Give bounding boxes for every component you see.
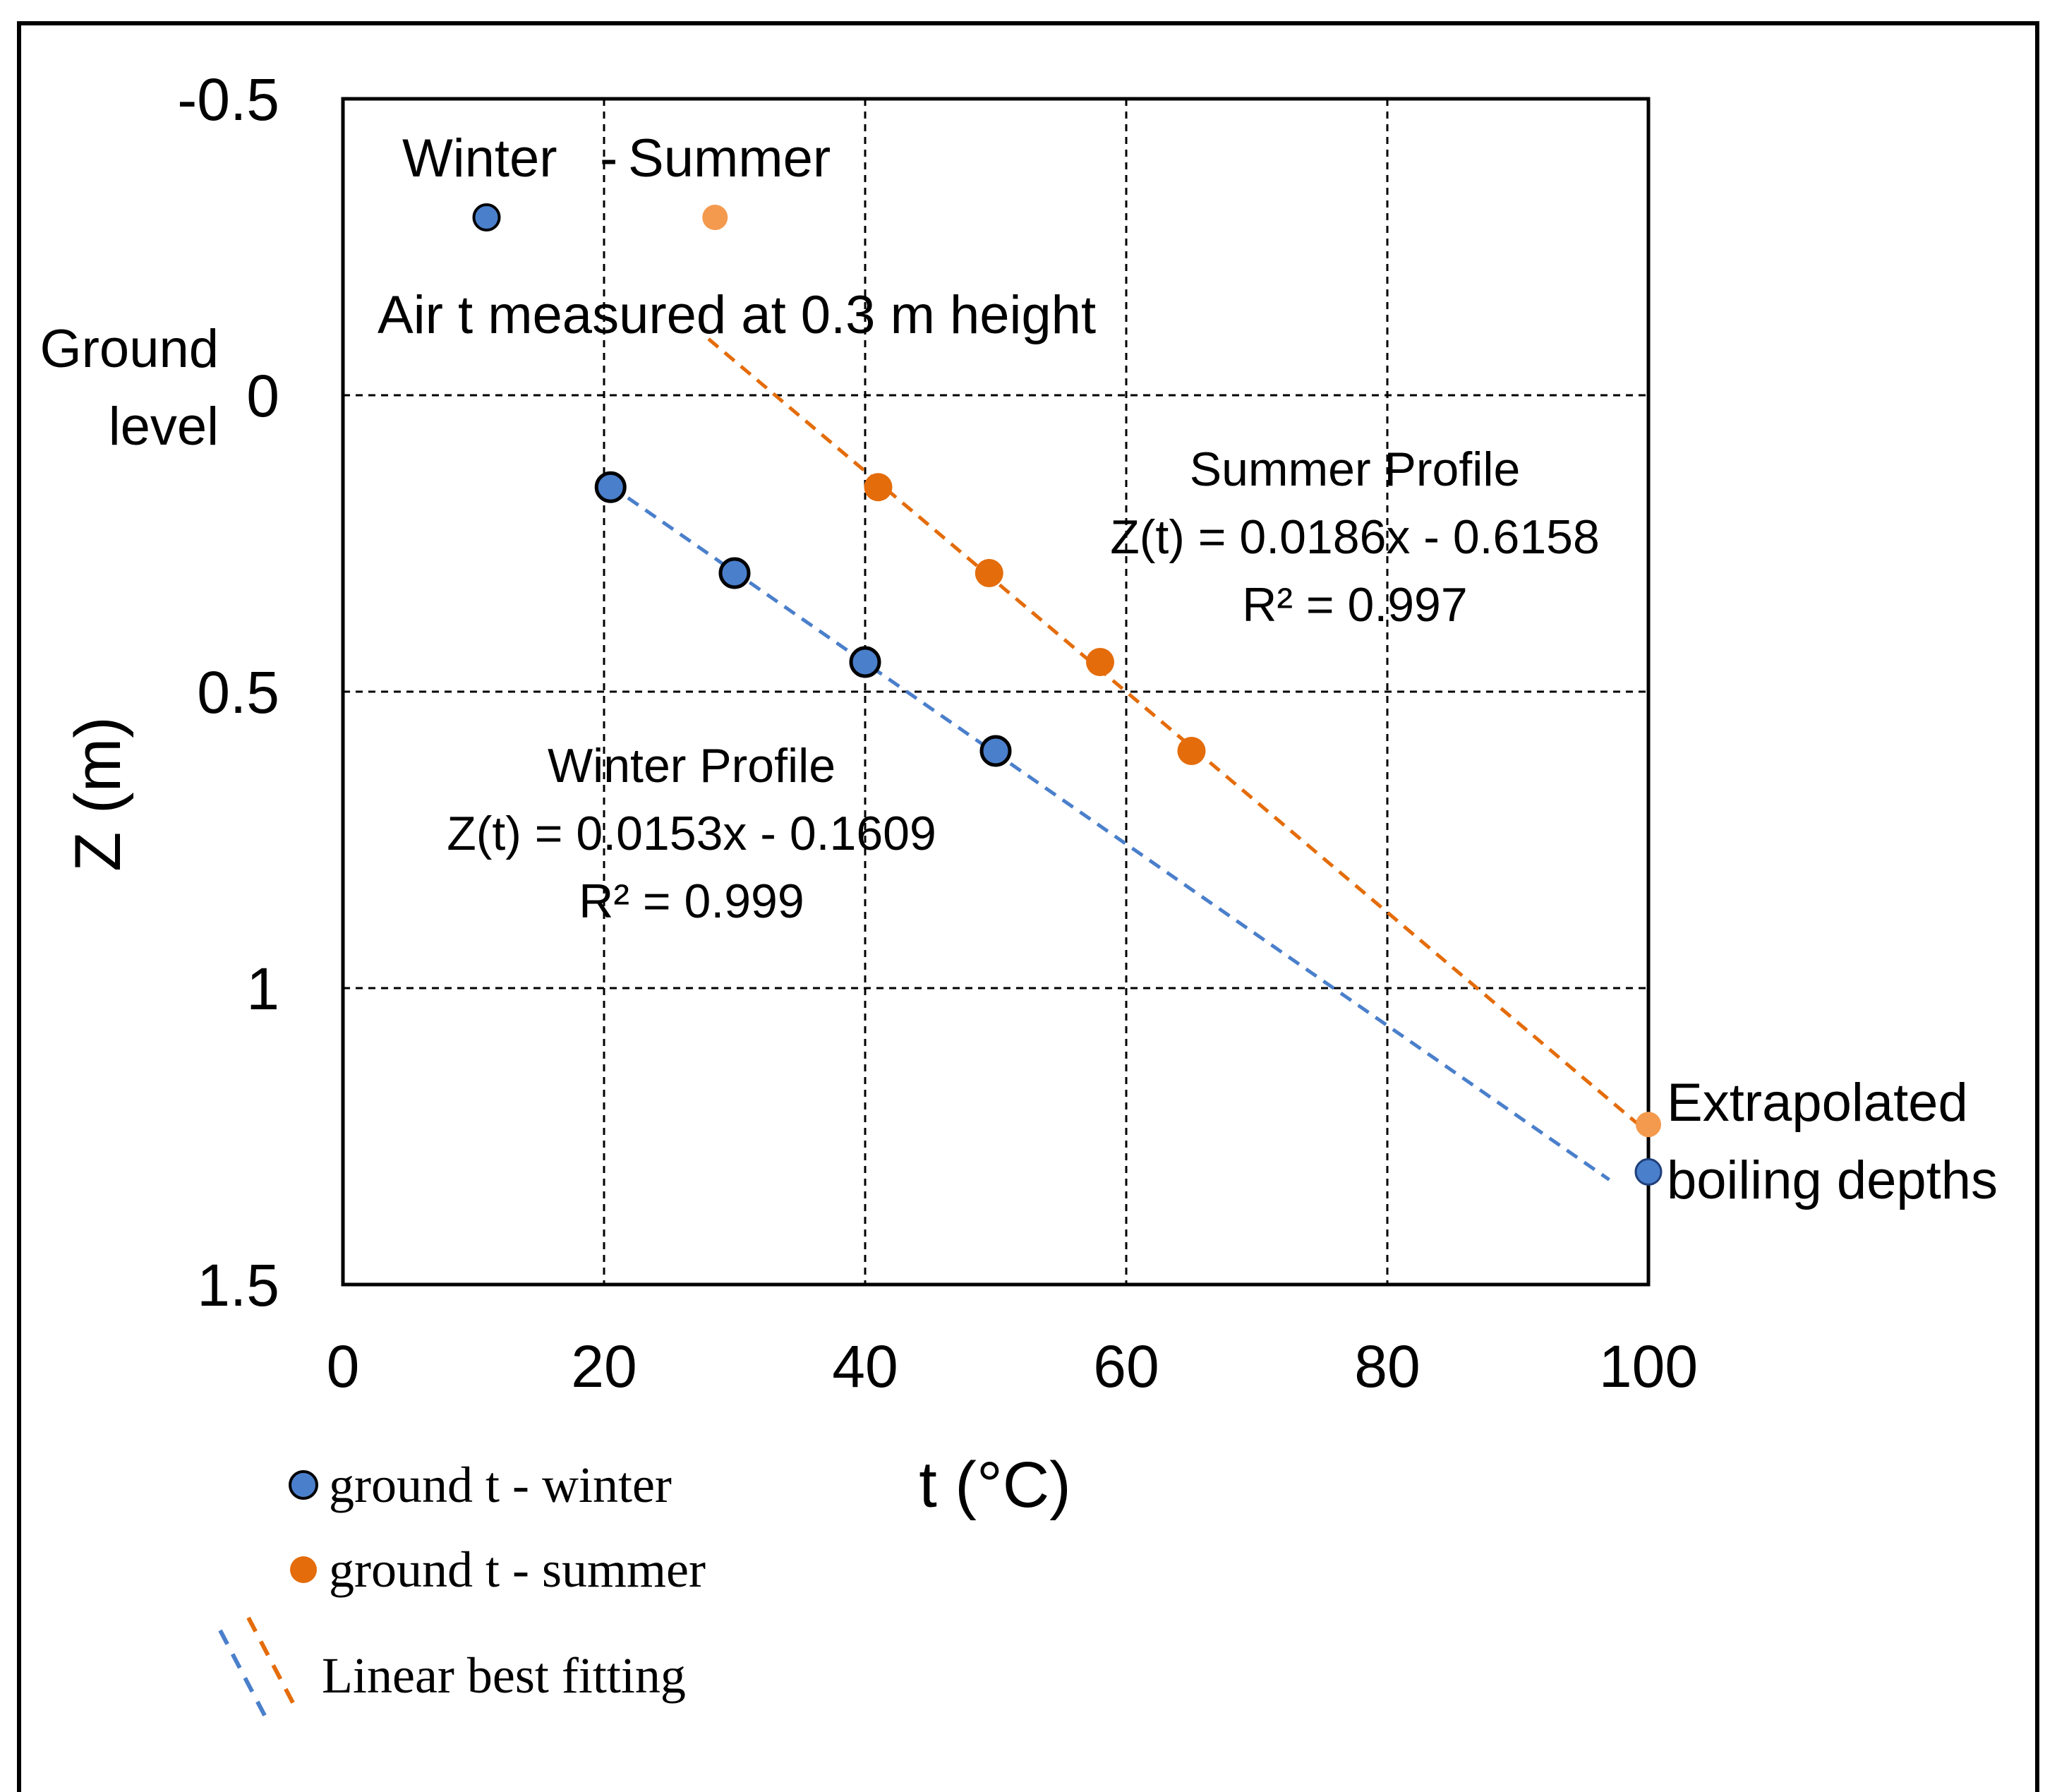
ground-level-label-2: level xyxy=(109,397,219,457)
x-tick-label-1: 20 xyxy=(571,1333,637,1400)
air-header-summer: Summer xyxy=(628,128,831,188)
legend-fit-label: Linear best fitting xyxy=(322,1647,686,1704)
fit-lines xyxy=(609,337,1650,1181)
x-tick-label-2: 40 xyxy=(832,1333,898,1400)
extrapolated-label-2: boiling depths xyxy=(1667,1150,1998,1210)
summer-profile-r2: R² = 0.997 xyxy=(1242,578,1467,632)
air-header-sep: - xyxy=(600,128,617,188)
air-point-summer xyxy=(702,205,728,230)
winter-point-3 xyxy=(979,735,1012,767)
x-tick-label-0: 0 xyxy=(327,1333,360,1400)
winter-profile-title: Winter Profile xyxy=(548,739,836,793)
legend: ground t - winter ground t - summer Line… xyxy=(218,1457,706,1724)
summer-profile-title: Summer Profile xyxy=(1190,443,1521,496)
winter-profile-r2: R² = 0.999 xyxy=(579,874,804,928)
legend-fit-line-orange xyxy=(246,1616,298,1711)
y-axis-title: Z (m) xyxy=(62,716,134,872)
air-note: Air t measured at 0.3 m height xyxy=(378,285,1096,345)
y-tick-label-4: 1.5 xyxy=(197,1252,279,1318)
legend-summer-label: ground t - summer xyxy=(329,1541,706,1598)
data-points xyxy=(472,203,1663,1186)
winter-point-0 xyxy=(594,471,627,503)
winter-point-2 xyxy=(849,646,881,678)
fit-line-winter-profile xyxy=(609,484,1610,1181)
extrapolated-point-1 xyxy=(1634,1157,1663,1186)
grid-lines xyxy=(343,99,1648,1285)
legend-summer-marker xyxy=(290,1556,317,1583)
ground-level-label: Ground xyxy=(40,319,219,379)
summer-point-2 xyxy=(1086,648,1114,676)
legend-winter-label: ground t - winter xyxy=(329,1457,672,1513)
y-tick-label-0: -0.5 xyxy=(177,66,279,133)
summer-profile-equation: Z(t) = 0.0186x - 0.6158 xyxy=(1110,510,1600,564)
figure-frame xyxy=(17,21,2039,1792)
summer-point-3 xyxy=(1177,737,1206,765)
y-tick-label-2: 0.5 xyxy=(197,659,279,726)
summer-point-0 xyxy=(864,473,893,502)
extrapolated-label: Extrapolated xyxy=(1667,1073,1968,1133)
summer-point-1 xyxy=(975,559,1003,587)
x-tick-label-5: 100 xyxy=(1599,1333,1698,1400)
tick-labels: 0 20 40 60 80 100 -0.5 0 0.5 1 1.5 xyxy=(177,66,1698,1400)
winter-point-1 xyxy=(718,557,751,589)
x-axis-title: t (°C) xyxy=(919,1449,1071,1521)
air-point-winter xyxy=(472,203,501,231)
y-tick-label-1: 0 xyxy=(246,363,279,429)
legend-winter-marker xyxy=(289,1470,318,1500)
legend-fit-line-blue xyxy=(218,1629,270,1724)
x-tick-label-3: 60 xyxy=(1093,1333,1159,1400)
fit-line-summer-profile xyxy=(707,337,1650,1135)
winter-profile-equation: Z(t) = 0.0153x - 0.1609 xyxy=(447,807,936,860)
y-tick-label-3: 1 xyxy=(246,956,279,1022)
air-header-winter: Winter xyxy=(402,128,557,188)
extrapolated-point-0 xyxy=(1636,1112,1661,1138)
x-tick-label-4: 80 xyxy=(1354,1333,1420,1400)
